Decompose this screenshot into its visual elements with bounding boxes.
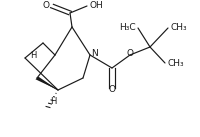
Text: N: N [91,49,97,58]
Text: OH: OH [89,2,102,11]
Text: O: O [108,85,115,94]
Text: H: H [50,96,56,105]
Polygon shape [35,77,58,90]
Text: H₃C: H₃C [119,24,135,32]
Text: O: O [43,2,50,11]
Text: O: O [126,49,133,58]
Text: H: H [30,51,37,59]
Text: CH₃: CH₃ [166,58,183,68]
Text: CH₃: CH₃ [169,24,186,32]
